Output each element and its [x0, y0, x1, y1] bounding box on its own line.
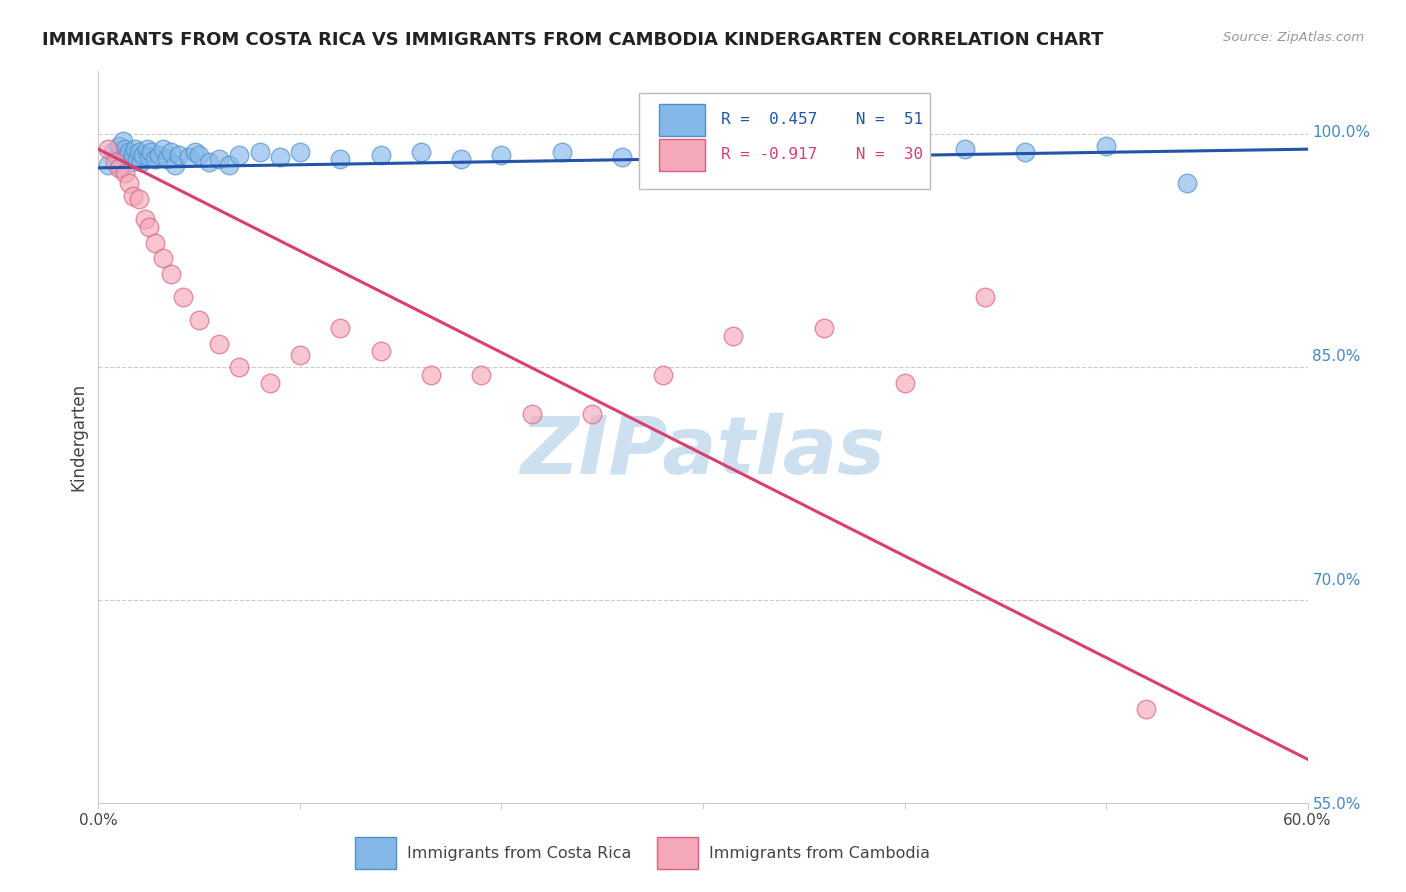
Point: [581, 407, 603, 421]
Point: [110, 161, 132, 175]
Point: [1175, 177, 1198, 191]
Point: [188, 148, 211, 162]
Point: [152, 142, 174, 156]
Point: [288, 145, 311, 160]
Point: [893, 148, 915, 162]
Point: [249, 145, 271, 160]
Point: [138, 150, 160, 164]
Point: [143, 235, 166, 250]
Point: [103, 154, 125, 169]
Point: [551, 145, 574, 160]
Point: [107, 139, 129, 153]
Point: [179, 150, 201, 164]
Point: [115, 150, 138, 164]
Point: [893, 376, 915, 390]
Point: [329, 321, 352, 335]
Point: [1014, 145, 1036, 160]
Point: [97, 158, 120, 172]
Point: [269, 150, 291, 164]
Point: [121, 148, 143, 162]
Point: [167, 148, 190, 162]
Text: R =  0.457    N =  51: R = 0.457 N = 51: [721, 112, 924, 128]
Point: [228, 359, 250, 374]
Point: [97, 142, 120, 156]
Point: [105, 150, 128, 164]
FancyBboxPatch shape: [659, 104, 706, 136]
Point: [114, 142, 136, 156]
Text: Immigrants from Cambodia: Immigrants from Cambodia: [709, 846, 929, 861]
FancyBboxPatch shape: [354, 838, 396, 870]
Point: [651, 368, 673, 382]
Point: [101, 145, 124, 160]
Point: [1135, 702, 1157, 716]
Text: R = -0.917    N =  30: R = -0.917 N = 30: [721, 147, 924, 162]
Point: [520, 407, 543, 421]
Point: [813, 321, 835, 335]
Point: [163, 158, 186, 172]
Point: [198, 154, 221, 169]
FancyBboxPatch shape: [657, 838, 699, 870]
Y-axis label: Kindergarten: Kindergarten: [69, 383, 87, 491]
Point: [450, 152, 472, 166]
Point: [135, 142, 157, 156]
Point: [125, 152, 148, 166]
Point: [138, 219, 160, 234]
Text: Source: ZipAtlas.com: Source: ZipAtlas.com: [1223, 31, 1364, 45]
Point: [118, 145, 141, 160]
Point: [121, 189, 143, 203]
Text: ZIPatlas: ZIPatlas: [520, 413, 886, 491]
Point: [218, 158, 240, 172]
Point: [208, 336, 231, 351]
Point: [208, 152, 231, 166]
Point: [172, 290, 194, 304]
Point: [974, 290, 997, 304]
Point: [409, 145, 432, 160]
FancyBboxPatch shape: [638, 94, 931, 189]
Point: [143, 152, 166, 166]
Point: [723, 329, 745, 343]
Point: [188, 313, 211, 327]
Text: Immigrants from Costa Rica: Immigrants from Costa Rica: [406, 846, 631, 861]
Point: [772, 152, 794, 166]
Point: [128, 145, 150, 160]
Point: [124, 142, 146, 156]
Point: [228, 148, 250, 162]
Point: [370, 344, 392, 359]
Point: [132, 148, 155, 162]
Point: [692, 148, 714, 162]
Point: [114, 165, 136, 179]
Point: [370, 148, 392, 162]
Point: [160, 267, 183, 281]
Point: [129, 154, 152, 169]
Point: [953, 142, 976, 156]
Point: [120, 154, 142, 169]
Point: [160, 145, 183, 160]
FancyBboxPatch shape: [659, 138, 706, 171]
Point: [612, 150, 634, 164]
Point: [107, 161, 129, 175]
Point: [259, 376, 281, 390]
Point: [329, 152, 352, 166]
Point: [184, 145, 207, 160]
Point: [148, 148, 170, 162]
Point: [288, 348, 311, 362]
Point: [118, 177, 141, 191]
Point: [491, 148, 513, 162]
Point: [134, 212, 156, 227]
Point: [139, 145, 162, 160]
Point: [156, 152, 179, 166]
Point: [470, 368, 492, 382]
Point: [111, 135, 134, 149]
Point: [128, 192, 150, 206]
Text: IMMIGRANTS FROM COSTA RICA VS IMMIGRANTS FROM CAMBODIA KINDERGARTEN CORRELATION : IMMIGRANTS FROM COSTA RICA VS IMMIGRANTS…: [42, 31, 1104, 49]
Point: [1095, 139, 1118, 153]
Point: [152, 251, 174, 265]
Point: [420, 368, 443, 382]
Point: [832, 145, 855, 160]
